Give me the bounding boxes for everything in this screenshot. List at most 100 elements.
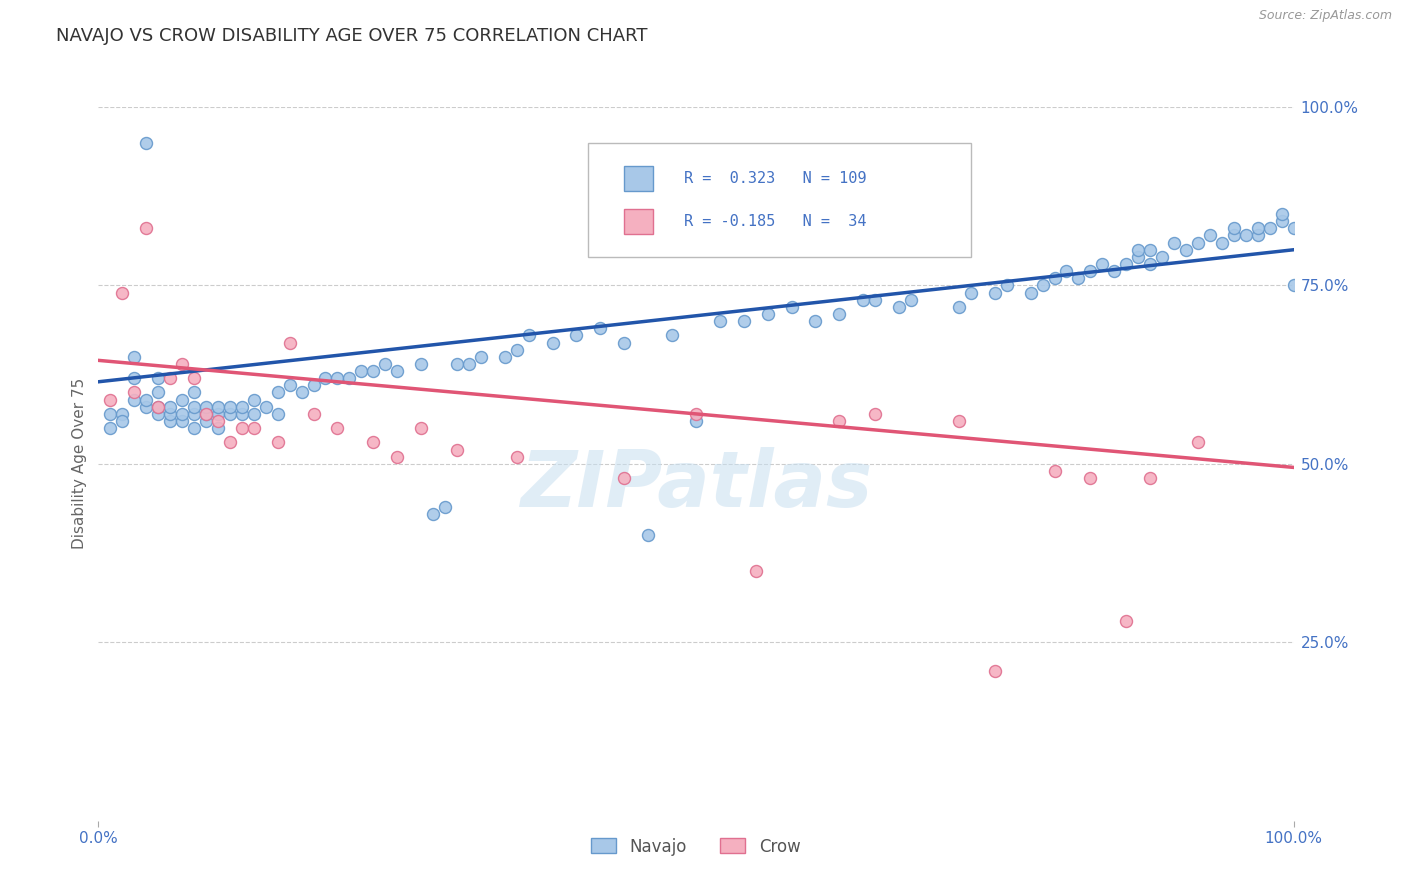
Point — [148, 371, 170, 385]
Point — [315, 371, 337, 385]
Point — [111, 407, 134, 421]
Point — [470, 350, 492, 364]
Point — [148, 385, 170, 400]
Point — [172, 392, 194, 407]
Point — [124, 392, 146, 407]
Point — [1128, 250, 1150, 264]
Point — [219, 407, 242, 421]
Point — [756, 307, 779, 321]
Point — [302, 407, 325, 421]
Point — [506, 450, 529, 464]
Point — [183, 421, 205, 435]
Point — [984, 285, 1007, 300]
Point — [1211, 235, 1233, 250]
Point — [613, 471, 636, 485]
Point — [804, 314, 827, 328]
Point — [506, 343, 529, 357]
Point — [948, 414, 970, 428]
Point — [385, 450, 409, 464]
Point — [984, 664, 1007, 678]
Point — [828, 307, 851, 321]
Y-axis label: Disability Age Over 75: Disability Age Over 75 — [72, 378, 87, 549]
Point — [1128, 243, 1150, 257]
Point — [172, 414, 194, 428]
Point — [1282, 278, 1305, 293]
Point — [1019, 285, 1042, 300]
Point — [135, 221, 157, 235]
Bar — [624, 209, 652, 234]
Point — [780, 300, 803, 314]
Point — [207, 407, 229, 421]
Point — [685, 414, 707, 428]
Point — [267, 435, 290, 450]
Point — [243, 392, 266, 407]
Point — [254, 400, 277, 414]
Point — [900, 293, 922, 307]
Point — [243, 421, 266, 435]
Point — [1043, 464, 1066, 478]
Point — [1080, 471, 1102, 485]
Point — [411, 421, 433, 435]
Point — [828, 414, 851, 428]
Point — [135, 400, 157, 414]
Point — [1115, 614, 1137, 628]
Point — [183, 407, 205, 421]
Point — [135, 136, 157, 150]
Point — [446, 357, 468, 371]
Point — [1199, 228, 1222, 243]
Point — [411, 357, 433, 371]
Point — [385, 364, 409, 378]
Point — [1175, 243, 1198, 257]
Point — [350, 364, 373, 378]
Point — [661, 328, 683, 343]
Point — [207, 400, 229, 414]
Text: ZIPatlas: ZIPatlas — [520, 447, 872, 524]
Point — [458, 357, 481, 371]
Point — [326, 371, 349, 385]
Point — [363, 435, 385, 450]
Point — [124, 350, 146, 364]
Point — [1163, 235, 1185, 250]
Point — [733, 314, 755, 328]
Point — [195, 414, 218, 428]
Point — [183, 385, 205, 400]
Point — [613, 335, 636, 350]
Point — [889, 300, 911, 314]
Point — [1080, 264, 1102, 278]
Point — [159, 407, 181, 421]
Point — [1139, 243, 1161, 257]
Point — [135, 392, 157, 407]
Point — [267, 385, 290, 400]
Point — [1067, 271, 1090, 285]
Point — [207, 421, 229, 435]
Point — [159, 371, 181, 385]
Text: R = -0.185   N =  34: R = -0.185 N = 34 — [685, 214, 866, 228]
Point — [1056, 264, 1078, 278]
Point — [374, 357, 396, 371]
Point — [1223, 228, 1246, 243]
Point — [98, 421, 122, 435]
Point — [1104, 264, 1126, 278]
Point — [195, 407, 218, 421]
Point — [231, 407, 253, 421]
Point — [159, 414, 181, 428]
Point — [363, 364, 385, 378]
Point — [302, 378, 325, 392]
Point — [995, 278, 1018, 293]
Point — [1271, 207, 1294, 221]
Point — [865, 407, 887, 421]
Point — [1115, 257, 1137, 271]
Text: Source: ZipAtlas.com: Source: ZipAtlas.com — [1258, 9, 1392, 22]
Point — [207, 414, 229, 428]
Point — [326, 421, 349, 435]
Point — [434, 500, 457, 514]
Point — [709, 314, 731, 328]
Point — [1282, 221, 1305, 235]
Point — [1091, 257, 1114, 271]
Point — [960, 285, 983, 300]
Point — [1247, 228, 1270, 243]
Point — [219, 400, 242, 414]
Point — [339, 371, 361, 385]
Point — [183, 400, 205, 414]
Point — [446, 442, 468, 457]
